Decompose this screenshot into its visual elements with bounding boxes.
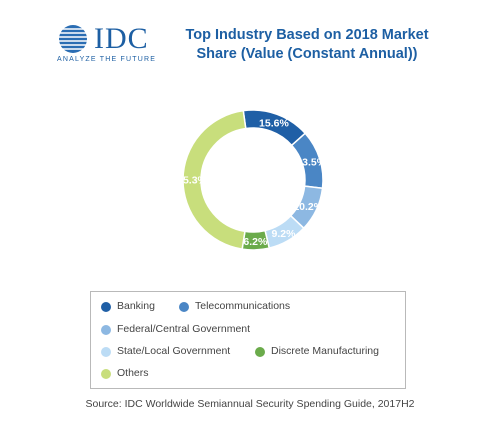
data-label-telecommunications: 13.5% — [296, 157, 326, 169]
legend-swatch-others — [101, 369, 111, 379]
legend-label-others: Others — [117, 367, 149, 379]
legend-swatch-discrete-manufacturing — [255, 347, 265, 357]
data-label-discrete-manufacturing: 6.2% — [243, 236, 268, 248]
data-label-banking: 15.6% — [259, 118, 289, 130]
chart-title-line-1: Top Industry Based on 2018 Market — [185, 27, 429, 43]
chart-legend: Banking Telecommunications Federal/Centr… — [90, 291, 406, 389]
chart-source: Source: IDC Worldwide Semiannual Securit… — [85, 398, 415, 410]
globe-icon — [57, 25, 91, 53]
legend-swatch-banking — [101, 302, 111, 312]
legend-label-federal-central-government: Federal/Central Government — [117, 323, 251, 335]
logo-wordmark: IDC — [94, 22, 149, 55]
legend-swatch-federal-central-government — [101, 325, 111, 335]
logo-tagline: ANALYZE THE FUTURE — [57, 56, 157, 63]
legend-swatch-telecommunications — [179, 302, 189, 312]
idc-logo: IDC ANALYZE THE FUTURE — [57, 22, 167, 66]
legend-label-state-local-government: State/Local Government — [117, 345, 231, 357]
data-label-others: 45.3% — [177, 175, 207, 187]
chart-title: Top Industry Based on 2018 Market Share … — [172, 26, 442, 64]
legend-label-telecommunications: Telecommunications — [195, 300, 291, 312]
legend-label-banking: Banking — [117, 300, 155, 312]
slice-others — [182, 109, 247, 251]
data-label-state-local-government: 9.2% — [271, 228, 296, 240]
chart-title-line-2: Share (Value (Constant Annual)) — [196, 46, 418, 62]
legend-swatch-state-local-government — [101, 347, 111, 357]
donut-chart: 15.6% 13.5% 10.2% 9.2%6.2% 45.3% — [177, 109, 326, 251]
legend-label-discrete-manufacturing: Discrete Manufacturing — [271, 345, 379, 357]
data-label-federal-central-government: 10.2% — [293, 201, 323, 213]
